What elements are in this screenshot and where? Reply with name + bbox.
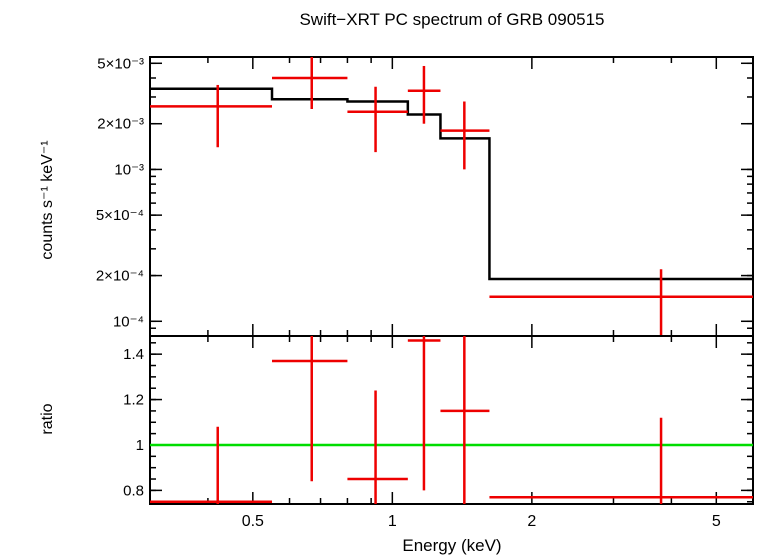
model-step-line bbox=[150, 87, 753, 281]
ratio-y-axis-label: ratio bbox=[39, 403, 56, 434]
spectrum-data-point bbox=[489, 269, 753, 336]
spectrum-data-point bbox=[150, 84, 273, 148]
x-tick-label: 1 bbox=[388, 513, 397, 530]
ratio-data-point bbox=[347, 390, 408, 504]
ratio-data-point bbox=[407, 336, 441, 491]
ratio-data-point bbox=[272, 336, 348, 482]
ratio-data-point bbox=[489, 417, 753, 504]
ratio-y-tick-label: 1 bbox=[136, 437, 144, 454]
ratio-panel: 0.8 1 1.2 1.4 0.5 1 2 5 bbox=[123, 335, 754, 530]
ratio-frame bbox=[149, 335, 754, 505]
spectrum-frame bbox=[149, 56, 754, 337]
ratio-y-tick-label: 0.8 bbox=[123, 482, 144, 499]
spectrum-y-axis-label: counts s⁻¹ keV⁻¹ bbox=[39, 140, 56, 259]
spectrum-y-tick-label: 2×10⁻⁴ bbox=[96, 268, 144, 285]
spectrum-y-tick-label: 10⁻³ bbox=[114, 161, 144, 178]
x-tick-label: 0.5 bbox=[242, 513, 264, 530]
spectrum-y-tick-label: 2×10⁻³ bbox=[97, 116, 144, 133]
ratio-y-tick-label: 1.4 bbox=[123, 346, 144, 363]
spectrum-data-point bbox=[407, 65, 441, 124]
spectrum-data-point bbox=[440, 101, 490, 170]
x-axis-label: Energy (keV) bbox=[402, 536, 501, 555]
x-tick-label: 5 bbox=[712, 513, 721, 530]
spectrum-y-tick-label: 5×10⁻³ bbox=[97, 55, 144, 72]
chart-title: Swift−XRT PC spectrum of GRB 090515 bbox=[299, 10, 604, 29]
spectrum-data-point bbox=[347, 86, 408, 153]
x-tick-label: 2 bbox=[527, 513, 536, 530]
ratio-y-tick-label: 1.2 bbox=[123, 392, 144, 409]
ratio-data-point bbox=[440, 336, 490, 504]
ratio-data-point bbox=[150, 426, 273, 504]
spectrum-panel: 5×10⁻³ 2×10⁻³ 10⁻³ 5×10⁻⁴ 2×10⁻⁴ 10⁻⁴ bbox=[96, 55, 754, 337]
spectrum-data-point bbox=[272, 57, 348, 109]
spectrum-y-tick-label: 10⁻⁴ bbox=[113, 313, 144, 330]
spectrum-y-tick-label: 5×10⁻⁴ bbox=[96, 207, 144, 224]
